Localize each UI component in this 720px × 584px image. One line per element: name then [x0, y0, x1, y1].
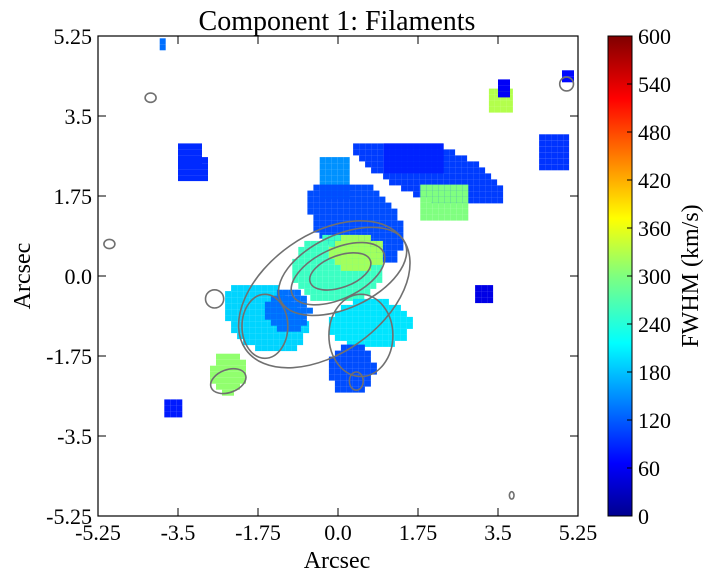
- contour-7: [348, 371, 364, 392]
- colorbar-tick-label: 480: [638, 120, 671, 145]
- heat-region-2: [539, 134, 570, 171]
- colorbar-tick-label: 360: [638, 216, 671, 241]
- colorbar-tick-label: 60: [638, 456, 660, 481]
- contour-5: [209, 367, 247, 395]
- colorbar-tick-label: 180: [638, 360, 671, 385]
- colorbar-tick-label: 600: [638, 24, 671, 49]
- contour-3: [237, 220, 411, 369]
- contour-10: [204, 288, 225, 309]
- axis-ticks: -5.25 -3.5 -1.75 0.0 1.75 3.5 5.25 5.25 3.5 1.75 0…: [46, 24, 597, 545]
- colorbar-tick-label: 300: [638, 264, 671, 289]
- chart-title: Component 1: Filaments: [199, 6, 476, 37]
- contour-2: [308, 252, 372, 291]
- contour-11: [508, 490, 515, 500]
- x-tick-label: -5.25: [75, 520, 121, 545]
- colorbar-tick-label: 120: [638, 408, 671, 433]
- y-tick-label: -1.75: [46, 344, 92, 369]
- contour-9: [103, 238, 116, 250]
- x-tick-label: 1.75: [399, 520, 438, 545]
- colorbar-tick-label: 540: [638, 72, 671, 97]
- heat-region-9: [264, 289, 313, 332]
- colorbar-label: FWHM (km/s): [678, 204, 704, 347]
- heat-region-18: [498, 79, 510, 98]
- y-tick-label: 0.0: [65, 264, 93, 289]
- contour-8: [144, 92, 157, 104]
- heat-region-15: [178, 157, 208, 182]
- heat-region-1: [383, 143, 444, 174]
- heat-region-17: [475, 285, 494, 304]
- x-tick-label: 5.25: [559, 520, 598, 545]
- heat-region-13: [420, 184, 469, 221]
- colorbar-tick-label: 0: [638, 504, 649, 529]
- contour-lines: [103, 76, 575, 500]
- y-tick-label: 1.75: [54, 184, 93, 209]
- y-tick-label: 5.25: [54, 24, 93, 49]
- y-axis-label: Arcsec: [10, 243, 36, 310]
- contour-4: [241, 293, 289, 360]
- x-axis-label: Arcsec: [304, 548, 371, 574]
- heat-region-11: [328, 298, 413, 347]
- colorbar-ticks: 0 60 120 180 240 300 360 420 480 540 600: [627, 24, 671, 529]
- y-tick-label: 3.5: [65, 104, 93, 129]
- y-tick-label: -3.5: [57, 424, 92, 449]
- heat-region-16: [164, 399, 183, 418]
- heat-region-20: [159, 38, 166, 51]
- x-tick-label: -1.75: [235, 520, 281, 545]
- contour-12: [558, 76, 575, 92]
- contour-6: [328, 293, 394, 378]
- heat-region-12: [328, 344, 377, 393]
- x-tick-label: -3.5: [161, 520, 196, 545]
- y-tick-label: -5.25: [46, 504, 92, 529]
- colorbar-tick-label: 420: [638, 168, 671, 193]
- x-tick-label: 3.5: [484, 520, 512, 545]
- x-tick-label: 0.0: [324, 520, 352, 545]
- colorbar-tick-label: 240: [638, 312, 671, 337]
